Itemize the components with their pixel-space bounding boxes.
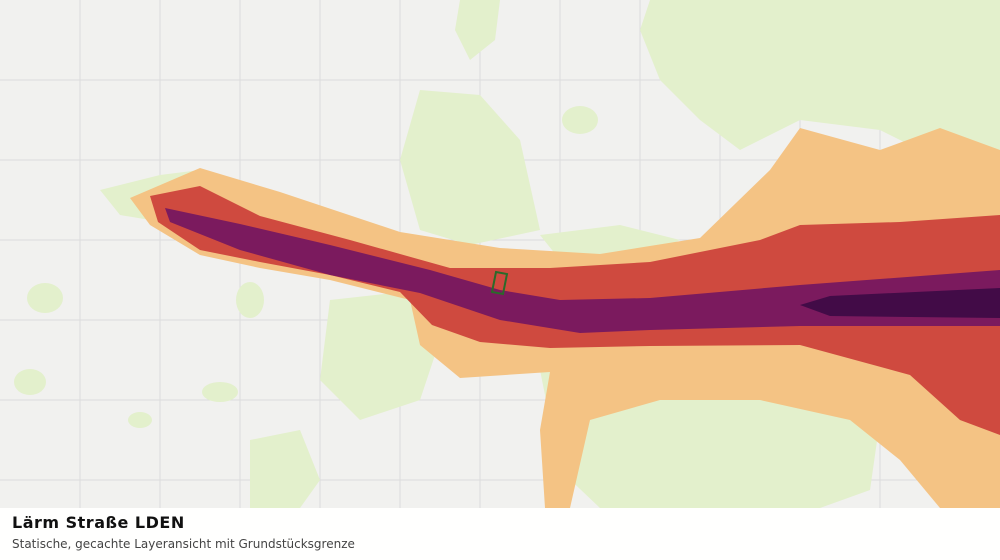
noise-zone-extreme <box>800 288 1000 318</box>
parcel-boundary <box>490 270 509 296</box>
caption-title: Lärm Straße LDEN <box>12 513 185 532</box>
caption-bar <box>0 508 1000 560</box>
noise-zone-very-high <box>165 208 1000 333</box>
caption-subtitle: Statische, gecachte Layeransicht mit Gru… <box>12 537 355 551</box>
